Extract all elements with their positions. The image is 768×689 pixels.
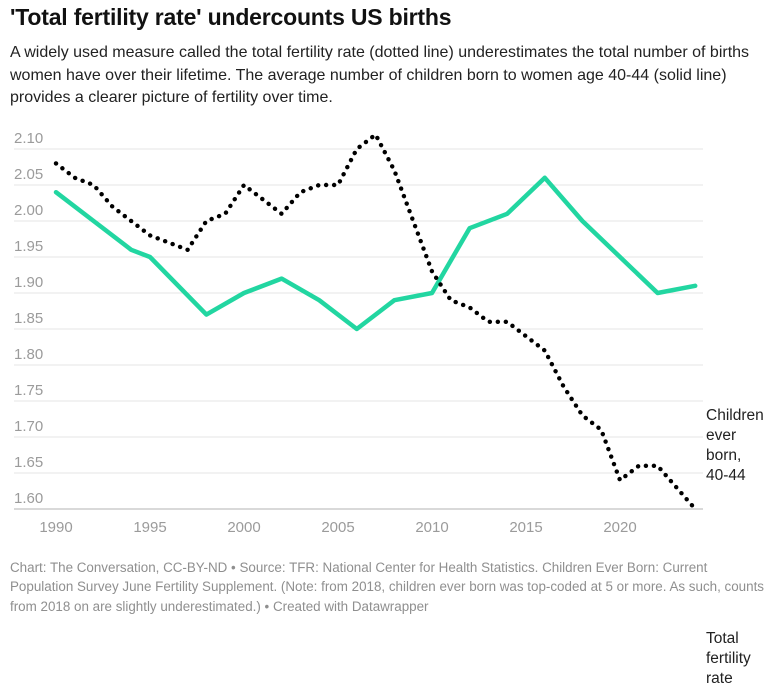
y-tick-label: 2.10 — [14, 130, 43, 147]
x-tick-label: 2005 — [321, 519, 354, 536]
line-chart: 2.10 2.05 2.00 1.95 1.90 1.85 1.80 1.75 1.70 1.65… — [0, 130, 768, 687]
y-tick-label: 2.00 — [14, 202, 43, 219]
y-tick-label: 1.80 — [14, 346, 43, 363]
x-tick-label: 1990 — [39, 519, 72, 536]
series-label-line: ever — [706, 427, 737, 444]
x-tick-label: 1995 — [133, 519, 166, 536]
y-tick-label: 2.05 — [14, 166, 43, 183]
series-label-line: Total — [706, 630, 739, 647]
x-tick-label: 2020 — [603, 519, 636, 536]
series-label-line: fertility — [706, 650, 751, 667]
chart-description: A widely used measure called the total f… — [10, 44, 750, 107]
x-tick-label: 2000 — [227, 519, 260, 536]
plot-svg: 2.10 2.05 2.00 1.95 1.90 1.85 1.80 1.75 1.70 1.65… — [14, 130, 703, 536]
total-fertility-rate-line — [53, 132, 698, 512]
series-label-line: Children — [706, 407, 764, 424]
series-label-line: born, — [706, 447, 742, 464]
y-tick-label: 1.70 — [14, 418, 43, 435]
series-label-children-ever-born: Children ever born, 40-44 — [706, 406, 768, 486]
chart-title: 'Total fertility rate' undercounts US bi… — [10, 4, 452, 30]
series-label-line: 40-44 — [706, 467, 746, 484]
y-tick-label: 1.65 — [14, 454, 43, 471]
x-tick-labels: 1990 1995 2000 2005 2010 2015 2020 — [39, 519, 636, 536]
chart-footer-credit: Chart: The Conversation, CC-BY-ND • Sour… — [10, 560, 764, 614]
x-tick-label: 2015 — [509, 519, 542, 536]
y-tick-label: 1.85 — [14, 310, 43, 327]
y-tick-label: 1.60 — [14, 490, 43, 507]
x-tick-label: 2010 — [415, 519, 448, 536]
y-tick-label: 1.95 — [14, 238, 43, 255]
series-label-total-fertility-rate: Total fertility rate — [706, 629, 768, 689]
y-tick-labels: 2.10 2.05 2.00 1.95 1.90 1.85 1.80 1.75 1.70 1.65… — [14, 130, 43, 507]
y-tick-label: 1.75 — [14, 382, 43, 399]
y-tick-label: 1.90 — [14, 274, 43, 291]
children-ever-born-line — [53, 175, 698, 332]
series-label-line: rate — [706, 670, 733, 687]
datawrapper-chart-page: { "header": { "title": "'Total fertility… — [0, 4, 768, 687]
